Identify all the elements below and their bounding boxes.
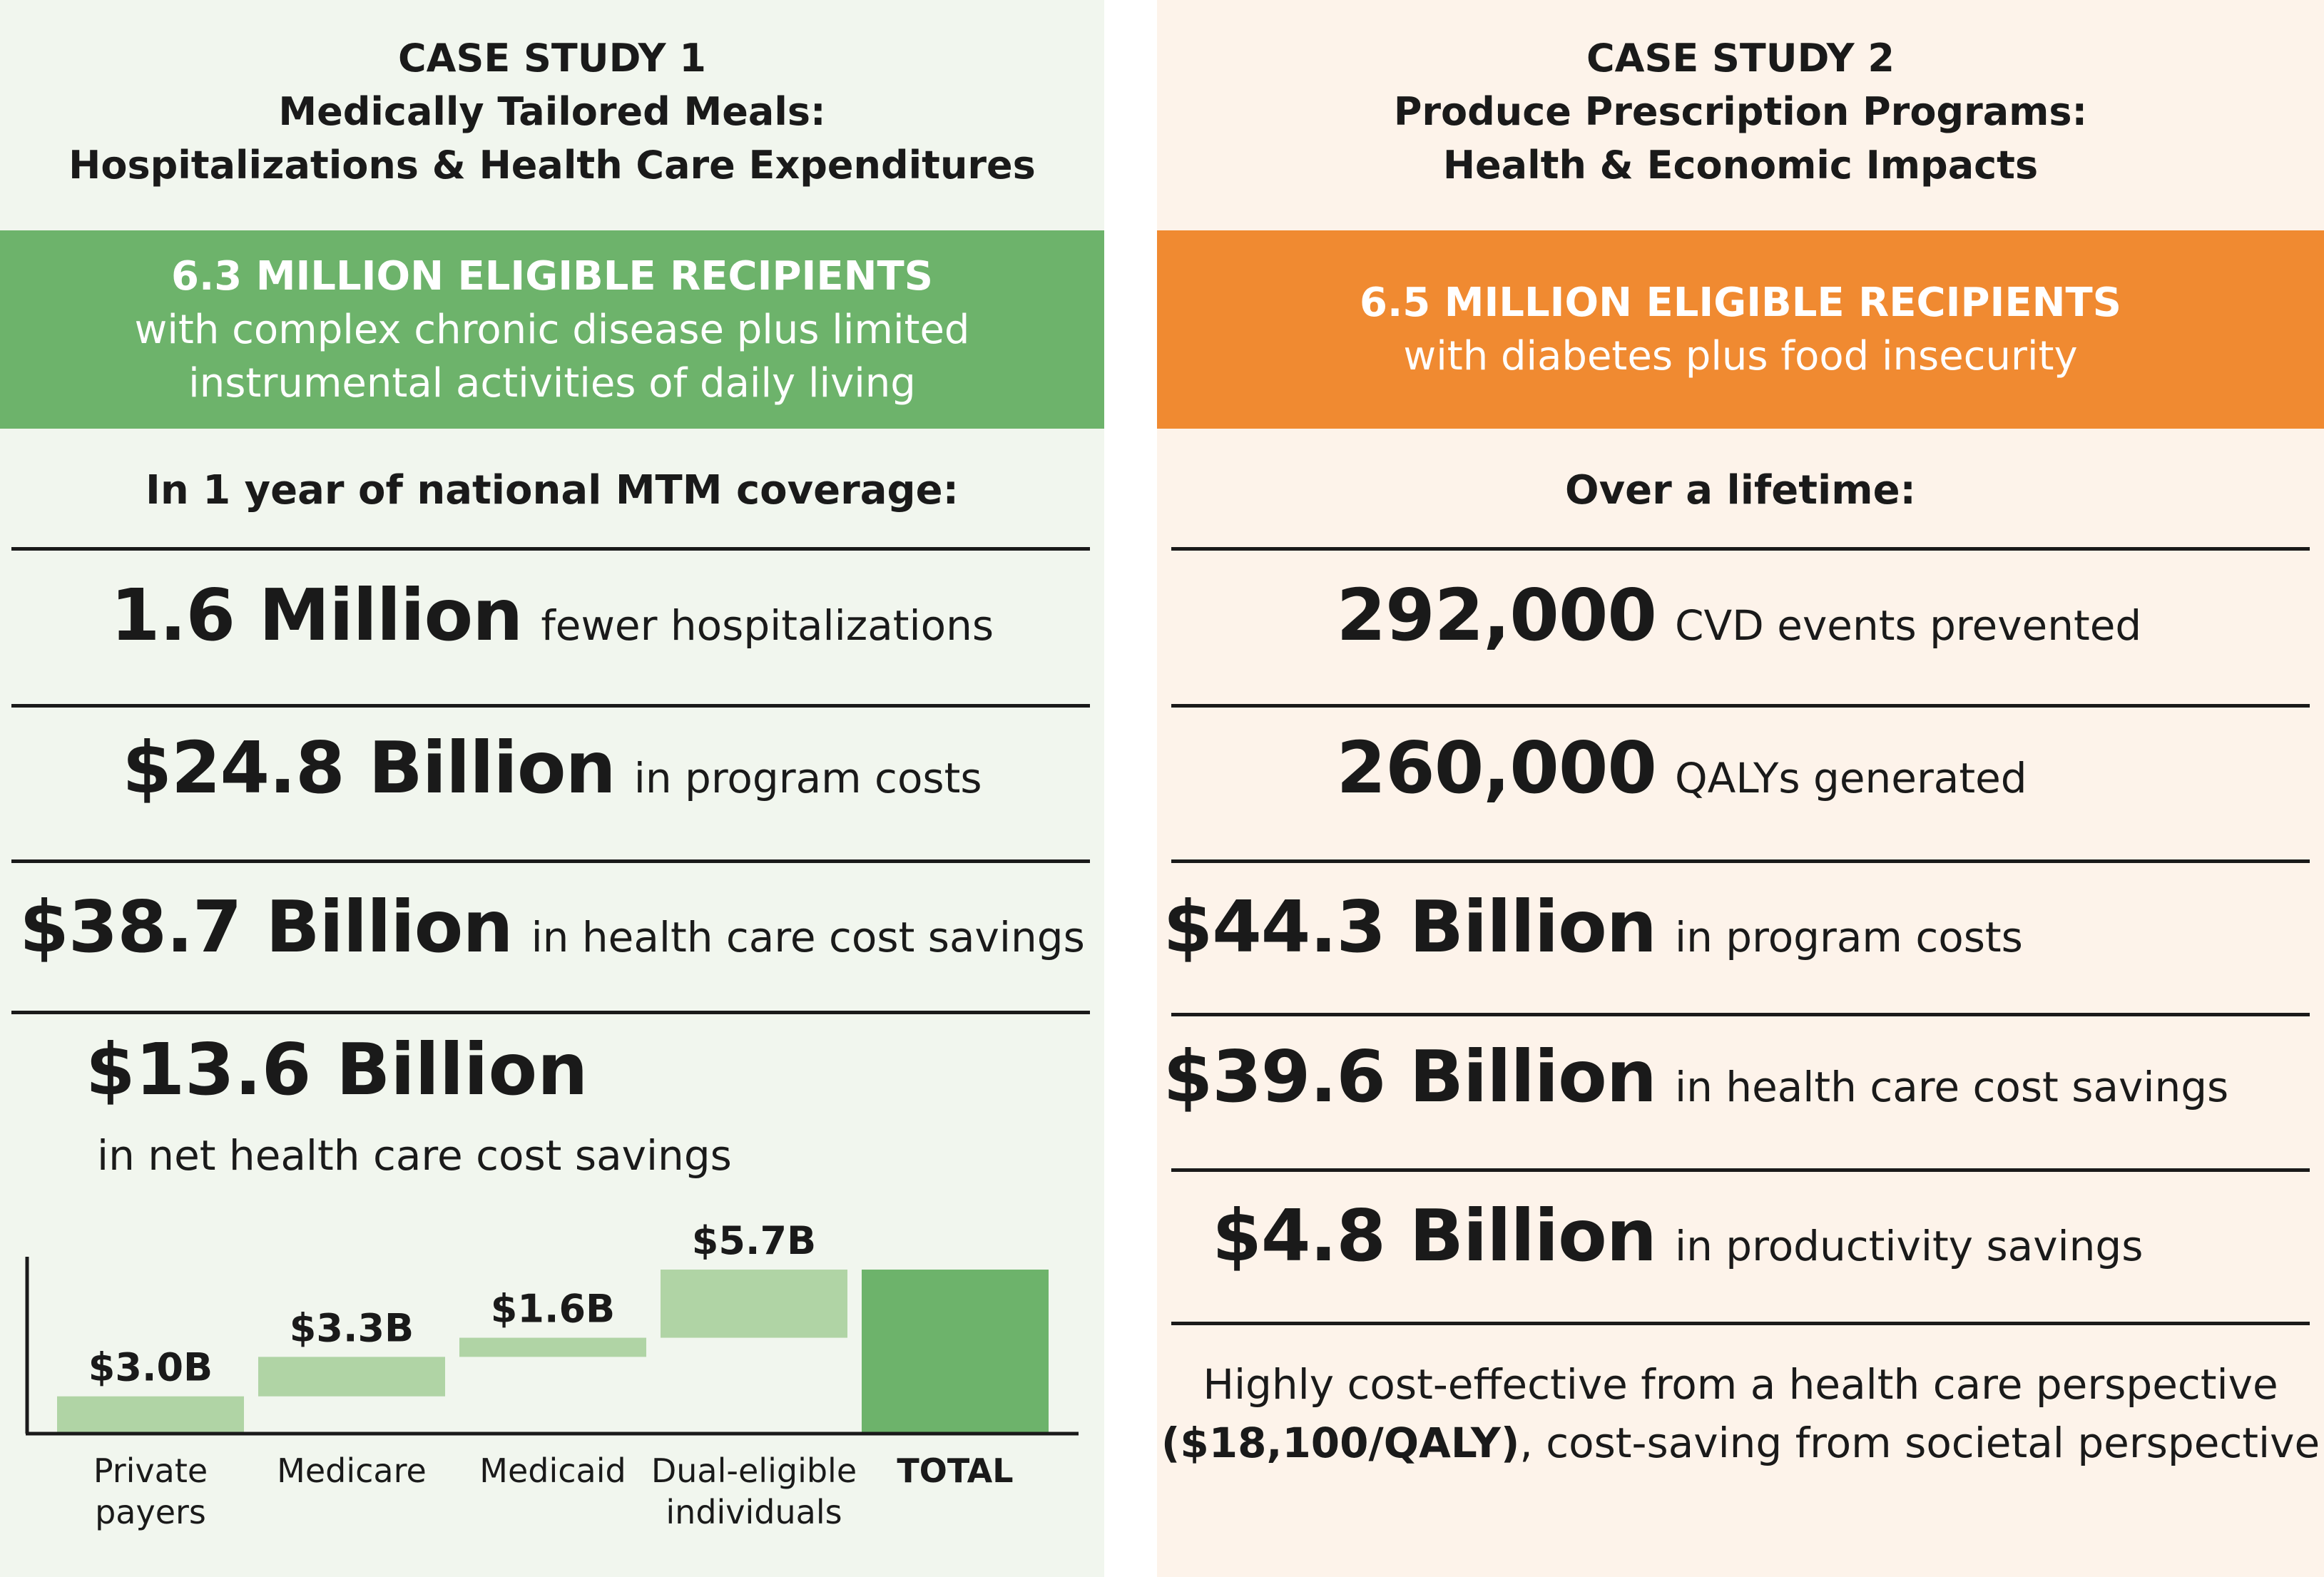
divider	[11, 704, 1090, 708]
stat-label: CVD events prevented	[1675, 601, 2142, 650]
stat-value: $24.8 Billion	[122, 726, 616, 810]
stat-label: in health care cost savings	[1675, 1063, 2229, 1111]
stat-value: 292,000	[1336, 573, 1657, 657]
stat-label: in health care cost savings	[531, 913, 1085, 961]
conclusion-line: Highly cost-effective from a health care…	[1203, 1360, 2278, 1409]
case1-stat: $24.8 Billion in program costs	[0, 729, 1104, 807]
case2-stat: 260,000 QALYs generated	[1157, 729, 2324, 807]
case2-stat: $44.3 Billion in program costs	[1157, 888, 2324, 966]
divider	[1171, 1013, 2310, 1016]
stat-value: 260,000	[1336, 726, 1657, 810]
conclusion-rest: , cost-saving from societal perspective	[1519, 1419, 2320, 1467]
stat-label: fewer hospitalizations	[541, 601, 994, 650]
stat-label: QALYs generated	[1675, 754, 2027, 802]
category-label: TOTAL	[897, 1451, 1013, 1490]
category-label: Medicaid	[479, 1451, 626, 1490]
case2-program: Produce Prescription Programs:	[1393, 89, 2088, 134]
case2-stat: $4.8 Billion in productivity savings	[1157, 1197, 2324, 1275]
cost-per-qaly: ($18,100/QALY)	[1161, 1419, 1520, 1467]
case1-title: CASE STUDY 1	[398, 36, 706, 81]
case2-header: CASE STUDY 2 Produce Prescription Progra…	[1157, 31, 2324, 192]
case1-topic: Hospitalizations & Health Care Expenditu…	[68, 143, 1036, 188]
case2-subheading: Over a lifetime:	[1565, 467, 1916, 514]
divider	[1171, 1168, 2310, 1172]
divider	[1171, 1322, 2310, 1325]
stat-value: $4.8 Billion	[1212, 1194, 1657, 1277]
case2-eligible-count: 6.5 MILLION ELIGIBLE RECIPIENTS	[1360, 280, 2121, 326]
case2-eligibility-line: with diabetes plus food insecurity	[1403, 333, 2078, 379]
case1-subheading: In 1 year of national MTM coverage:	[146, 467, 959, 514]
stat-label: in program costs	[633, 754, 982, 802]
case1-program: Medically Tailored Meals:	[278, 89, 826, 134]
bar-medicaid	[459, 1337, 646, 1357]
category-label: Medicare	[277, 1451, 427, 1490]
case1-stat: $38.7 Billion in health care cost saving…	[0, 888, 1104, 966]
divider	[1171, 859, 2310, 863]
divider	[1171, 704, 2310, 708]
case1-header: CASE STUDY 1 Medically Tailored Meals: H…	[0, 31, 1104, 192]
case1-stat: 1.6 Million fewer hospitalizations	[0, 576, 1104, 655]
divider	[11, 1011, 1090, 1014]
stat-label: in program costs	[1675, 913, 2023, 961]
bar-dual-eligible-individuals	[661, 1270, 847, 1338]
stat-value: $39.6 Billion	[1163, 1035, 1657, 1118]
case1-eligibility-line: instrumental activities of daily living	[188, 359, 916, 407]
net-savings-label: in net health care cost savings	[97, 1131, 732, 1180]
case2-eligibility-band: 6.5 MILLION ELIGIBLE RECIPIENTS with dia…	[1157, 230, 2324, 429]
category-label: individuals	[666, 1493, 842, 1531]
bar-total	[862, 1270, 1049, 1432]
stat-value: $38.7 Billion	[19, 885, 513, 969]
divider	[1171, 547, 2310, 551]
bar-value-label: $3.3B	[290, 1305, 414, 1350]
divider	[11, 547, 1090, 551]
case2-conclusion: Highly cost-effective from a health care…	[1157, 1355, 2324, 1472]
bar-value-label: $5.7B	[692, 1218, 816, 1263]
stat-value: $44.3 Billion	[1163, 885, 1657, 969]
category-label: Dual-eligible	[651, 1451, 857, 1490]
case-study-2-panel: CASE STUDY 2 Produce Prescription Progra…	[1157, 0, 2324, 1577]
case1-eligible-count: 6.3 MILLION ELIGIBLE RECIPIENTS	[171, 252, 933, 300]
category-label: Private	[93, 1451, 208, 1490]
divider	[11, 859, 1090, 863]
bar-value-label: $1.6B	[491, 1287, 615, 1332]
stat-label: in productivity savings	[1675, 1222, 2144, 1270]
case2-stat: $39.6 Billion in health care cost saving…	[1157, 1038, 2324, 1116]
net-savings-value: $13.6 Billion	[86, 1028, 588, 1111]
case1-eligibility-band: 6.3 MILLION ELIGIBLE RECIPIENTS with com…	[0, 230, 1104, 429]
case1-eligibility-line: with complex chronic disease plus limite…	[134, 306, 970, 353]
case2-stat: 292,000 CVD events prevented	[1157, 576, 2324, 655]
conclusion-line: ($18,100/QALY), cost-saving from societa…	[1157, 1414, 2324, 1472]
case-study-1-panel: CASE STUDY 1 Medically Tailored Meals: H…	[0, 0, 1104, 1577]
case2-topic: Health & Economic Impacts	[1442, 143, 2039, 188]
case2-title: CASE STUDY 2	[1586, 36, 1895, 81]
bar-medicare	[258, 1357, 445, 1397]
bar-value-label: $3.0B	[88, 1345, 213, 1390]
stat-value: 1.6 Million	[110, 573, 523, 657]
bar-private-payers	[57, 1396, 244, 1432]
category-label: payers	[95, 1493, 206, 1531]
